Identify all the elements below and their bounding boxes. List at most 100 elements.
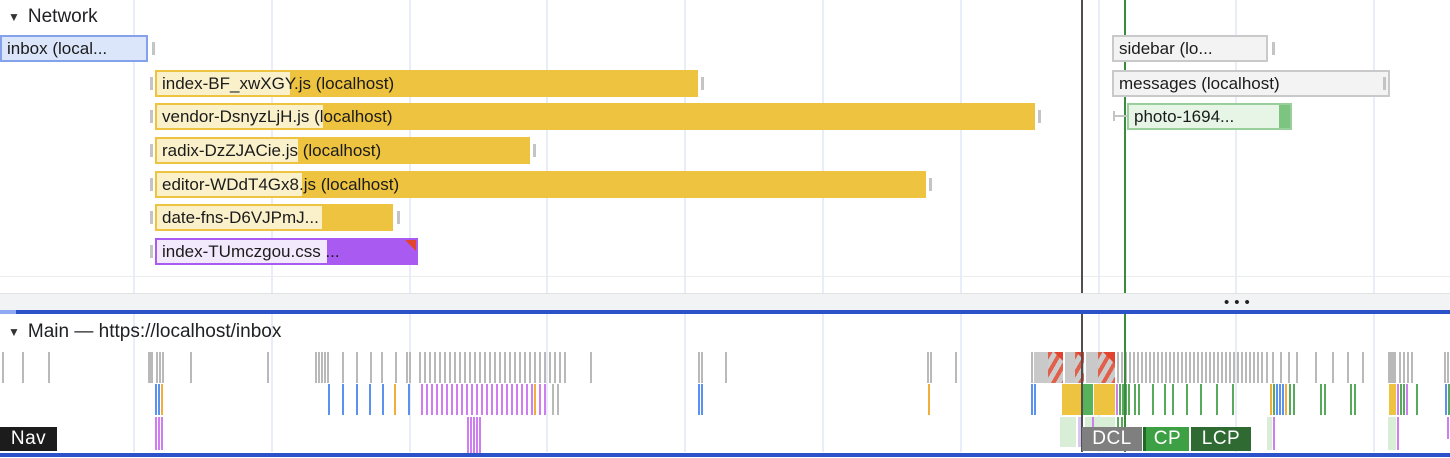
- main-event-tick[interactable]: [1320, 384, 1322, 415]
- main-event-tick[interactable]: [1389, 384, 1396, 415]
- main-event-tick[interactable]: [1276, 384, 1278, 415]
- track-resize-handle[interactable]: •••: [0, 293, 1450, 311]
- task-tick[interactable]: [459, 352, 461, 383]
- main-subevent-tick[interactable]: [467, 417, 469, 453]
- task-tick[interactable]: [544, 352, 546, 383]
- main-event-tick[interactable]: [496, 384, 498, 415]
- main-event-tick[interactable]: [1445, 384, 1447, 415]
- main-event-tick[interactable]: [491, 384, 493, 415]
- task-tick[interactable]: [1161, 352, 1163, 383]
- task-tick[interactable]: [1213, 352, 1215, 383]
- task-tick[interactable]: [1403, 352, 1405, 383]
- task-tick[interactable]: [1266, 352, 1268, 383]
- task-tick[interactable]: [1197, 352, 1199, 383]
- task-tick[interactable]: [424, 352, 426, 383]
- main-event-tick[interactable]: [516, 384, 518, 415]
- task-tick[interactable]: [48, 352, 50, 383]
- task-tick[interactable]: [1177, 352, 1179, 383]
- task-tick[interactable]: [454, 352, 456, 383]
- main-event-tick[interactable]: [1200, 384, 1202, 415]
- main-event-tick[interactable]: [1128, 384, 1130, 415]
- task-tick[interactable]: [549, 352, 551, 383]
- task-tick[interactable]: [955, 352, 957, 383]
- main-event-tick[interactable]: [471, 384, 473, 415]
- task-tick[interactable]: [1225, 352, 1227, 383]
- task-tick[interactable]: [554, 352, 556, 383]
- main-event-tick[interactable]: [1406, 384, 1408, 415]
- long-task-bar[interactable]: [1086, 352, 1115, 383]
- main-event-tick[interactable]: [1354, 384, 1356, 415]
- task-tick[interactable]: [1261, 352, 1263, 383]
- main-event-tick[interactable]: [1416, 384, 1418, 415]
- main-subevent-tick[interactable]: [1388, 417, 1396, 450]
- main-event-tick[interactable]: [431, 384, 433, 415]
- network-request-bar[interactable]: sidebar (lo...: [1112, 35, 1268, 62]
- task-tick[interactable]: [419, 352, 421, 383]
- task-tick[interactable]: [1249, 352, 1251, 383]
- task-tick[interactable]: [1253, 352, 1255, 383]
- task-tick[interactable]: [395, 352, 397, 383]
- task-tick[interactable]: [1296, 352, 1298, 383]
- task-tick[interactable]: [1153, 352, 1155, 383]
- task-tick[interactable]: [1217, 352, 1219, 383]
- task-tick[interactable]: [1411, 352, 1413, 383]
- task-tick[interactable]: [1332, 352, 1334, 383]
- main-event-tick[interactable]: [382, 384, 384, 415]
- main-event-tick[interactable]: [155, 384, 157, 415]
- task-tick[interactable]: [1280, 352, 1282, 383]
- task-tick[interactable]: [529, 352, 531, 383]
- task-tick[interactable]: [1185, 352, 1187, 383]
- main-subevent-tick[interactable]: [1267, 417, 1272, 450]
- marker-badge-nav[interactable]: Nav: [0, 427, 57, 451]
- main-subevent-tick[interactable]: [479, 417, 481, 453]
- task-tick[interactable]: [494, 352, 496, 383]
- task-tick[interactable]: [449, 352, 451, 383]
- main-event-tick[interactable]: [1400, 384, 1402, 415]
- main-subevent-tick[interactable]: [158, 417, 160, 450]
- main-subevent-tick[interactable]: [473, 417, 475, 453]
- main-subevent-tick[interactable]: [1397, 417, 1399, 450]
- task-tick[interactable]: [484, 352, 486, 383]
- task-tick[interactable]: [1205, 352, 1207, 383]
- main-event-tick[interactable]: [701, 384, 703, 415]
- main-event-tick[interactable]: [1062, 384, 1082, 415]
- main-event-tick[interactable]: [1270, 384, 1272, 415]
- main-event-tick[interactable]: [1285, 384, 1287, 415]
- task-tick[interactable]: [559, 352, 561, 383]
- task-tick[interactable]: [1237, 352, 1239, 383]
- main-event-tick[interactable]: [441, 384, 443, 415]
- main-event-tick[interactable]: [1282, 384, 1284, 415]
- task-tick[interactable]: [1125, 352, 1127, 383]
- main-event-tick[interactable]: [456, 384, 458, 415]
- task-tick[interactable]: [1201, 352, 1203, 383]
- main-subevent-tick[interactable]: [1273, 417, 1275, 450]
- task-tick[interactable]: [159, 352, 161, 383]
- task-tick[interactable]: [1157, 352, 1159, 383]
- main-event-tick[interactable]: [501, 384, 503, 415]
- network-request-bar[interactable]: index-BF_xwXGY.js (localhost): [155, 70, 698, 97]
- task-tick[interactable]: [1133, 352, 1135, 383]
- task-tick[interactable]: [429, 352, 431, 383]
- main-event-tick[interactable]: [436, 384, 438, 415]
- task-tick[interactable]: [439, 352, 441, 383]
- main-event-tick[interactable]: [1448, 384, 1450, 415]
- main-event-tick[interactable]: [1289, 384, 1291, 415]
- task-tick[interactable]: [524, 352, 526, 383]
- task-tick[interactable]: [1388, 352, 1396, 383]
- main-event-tick[interactable]: [1134, 384, 1136, 415]
- main-event-tick[interactable]: [328, 384, 330, 415]
- main-subevent-tick[interactable]: [476, 417, 478, 453]
- main-event-tick[interactable]: [476, 384, 478, 415]
- task-tick[interactable]: [1173, 352, 1175, 383]
- task-tick[interactable]: [156, 352, 158, 383]
- network-request-bar[interactable]: date-fns-D6VJPmJ...: [155, 204, 393, 231]
- main-event-tick[interactable]: [1122, 384, 1124, 415]
- main-event-tick[interactable]: [511, 384, 513, 415]
- main-event-tick[interactable]: [1293, 384, 1295, 415]
- main-subevent-tick[interactable]: [1078, 417, 1081, 447]
- main-event-tick[interactable]: [1172, 384, 1174, 415]
- task-tick[interactable]: [474, 352, 476, 383]
- task-tick[interactable]: [1229, 352, 1231, 383]
- main-event-tick[interactable]: [1216, 384, 1218, 415]
- task-tick[interactable]: [519, 352, 521, 383]
